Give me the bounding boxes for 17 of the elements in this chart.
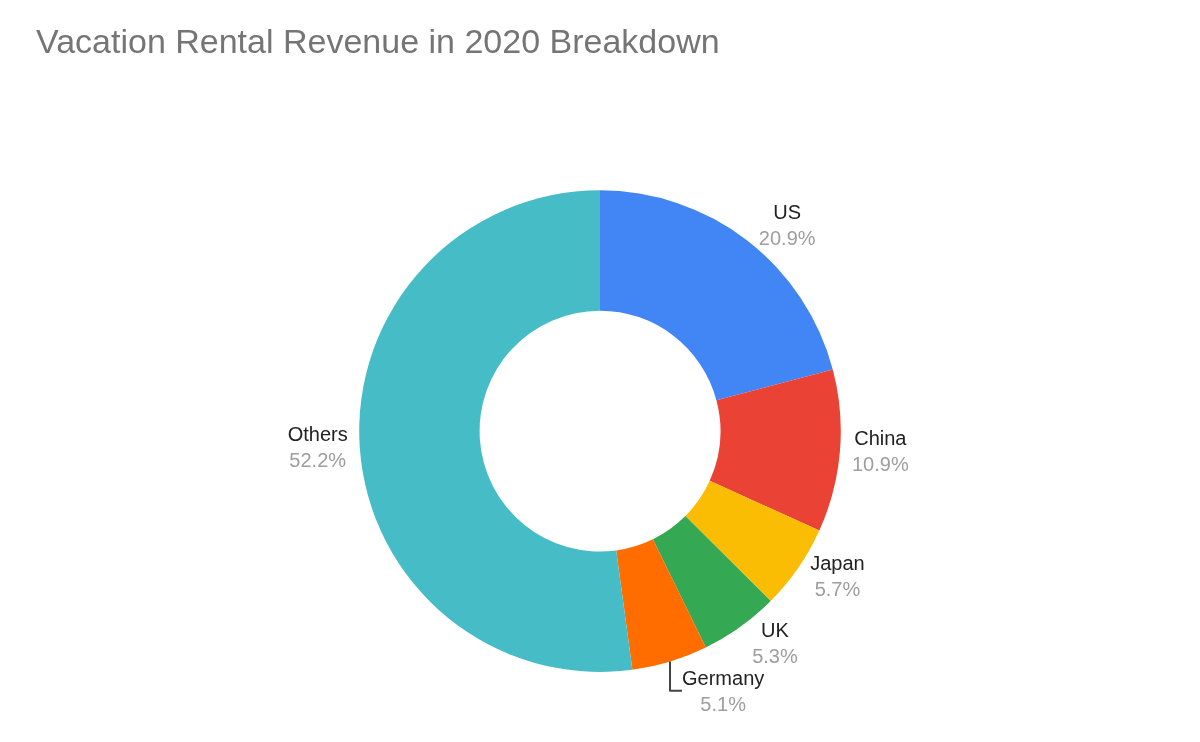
slice-label: US [773,201,802,224]
data-label: 5.3% [752,644,798,667]
data-label: 10.9% [851,453,909,476]
slice-label: Germany [682,666,765,689]
donut-slice [709,369,841,531]
slice-label: China [854,427,908,450]
chart-title: Vacation Rental Revenue in 2020 Breakdown [36,22,720,61]
slice-label: Japan [810,551,865,574]
data-label: 5.7% [814,577,861,600]
data-label: 5.1% [700,692,747,715]
donut-slice [616,539,706,670]
data-label: 52.2% [289,449,347,472]
slice-label: Others [287,423,348,446]
slice-label: UK [761,618,790,641]
donut-slice [359,190,633,672]
donut-slice [600,190,833,401]
data-label: 20.9% [758,227,816,250]
